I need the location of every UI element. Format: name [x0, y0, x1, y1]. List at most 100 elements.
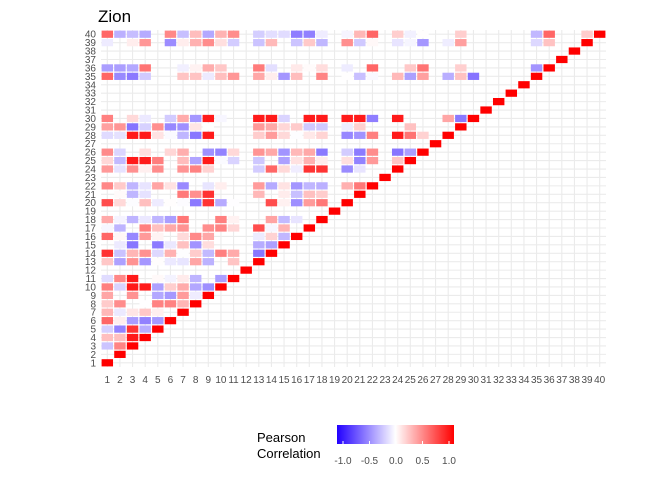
- heatmap-cell: [126, 39, 139, 47]
- heatmap-cell: [391, 39, 404, 47]
- heatmap-cell: [152, 224, 164, 232]
- y-tick-label: 29: [85, 122, 97, 133]
- heatmap-cell: [354, 39, 366, 47]
- heatmap-cell: [126, 317, 139, 325]
- heatmap-cell: [177, 39, 189, 47]
- x-tick-label: 32: [493, 375, 505, 386]
- heatmap-cell: [177, 258, 189, 266]
- y-tick-label: 23: [85, 173, 97, 184]
- heatmap-cell: [303, 190, 316, 198]
- heatmap-cell: [278, 199, 290, 207]
- x-tick-label: 37: [556, 375, 568, 386]
- heatmap-cell: [139, 258, 151, 266]
- heatmap-cell: [253, 39, 265, 47]
- heatmap-cell: [227, 258, 240, 266]
- heatmap-cell: [316, 39, 328, 47]
- heatmap-cell: [152, 165, 164, 173]
- heatmap-cell: [278, 30, 290, 38]
- y-tick-label: 31: [85, 106, 97, 117]
- heatmap-cell: [126, 342, 139, 350]
- heatmap-cell: [391, 30, 404, 38]
- heatmap-cell: [341, 123, 353, 131]
- heatmap-cell: [189, 300, 202, 308]
- heatmap-cell: [278, 182, 290, 190]
- heatmap-cell: [290, 39, 303, 47]
- heatmap-cell: [139, 325, 151, 333]
- heatmap-cell: [189, 156, 202, 165]
- heatmap-cell: [278, 165, 290, 173]
- x-tick-label: 14: [266, 375, 278, 386]
- heatmap-cell: [379, 173, 391, 182]
- heatmap-cell: [442, 39, 454, 47]
- heatmap-cell: [303, 148, 316, 156]
- heatmap-cell: [139, 165, 151, 173]
- y-tick-label: 37: [85, 55, 97, 66]
- heatmap-cell: [227, 39, 240, 47]
- legend-title-line1: Pearson: [257, 430, 305, 445]
- y-tick-label: 13: [85, 257, 97, 268]
- heatmap-cell: [139, 30, 151, 38]
- heatmap-cell: [278, 148, 290, 156]
- heatmap-cell: [278, 241, 290, 249]
- y-tick-label: 11: [86, 274, 97, 285]
- y-tick-label: 32: [85, 97, 97, 108]
- heatmap-cell: [303, 224, 316, 232]
- heatmap-cell: [391, 114, 404, 123]
- heatmap-cell: [341, 131, 353, 139]
- heatmap-cell: [152, 131, 164, 139]
- heatmap-cell: [114, 131, 126, 139]
- heatmap-cell: [354, 131, 366, 139]
- y-tick-label: 1: [90, 358, 96, 369]
- heatmap-cell: [177, 224, 189, 232]
- x-tick-label: 4: [142, 375, 148, 386]
- heatmap-cell: [139, 317, 151, 325]
- heatmap-cell: [177, 123, 189, 131]
- heatmap-cell: [139, 300, 151, 308]
- heatmap-cell: [316, 30, 328, 38]
- heatmap-cell: [139, 199, 151, 207]
- heatmap-cell: [530, 72, 543, 80]
- heatmap-cell: [278, 123, 290, 131]
- y-tick-label: 40: [85, 30, 97, 41]
- y-tick-label: 38: [85, 47, 97, 58]
- heatmap-cell: [114, 215, 126, 224]
- heatmap-cell: [152, 283, 164, 291]
- heatmap-cell: [177, 215, 189, 224]
- heatmap-cell: [114, 182, 126, 190]
- heatmap-cell: [202, 123, 215, 131]
- heatmap-cell: [455, 64, 467, 72]
- heatmap-cell: [215, 64, 227, 72]
- heatmap-cell: [139, 190, 151, 198]
- heatmap-cell: [189, 232, 202, 241]
- heatmap-cell: [189, 274, 202, 283]
- heatmap-cell: [341, 64, 353, 72]
- heatmap-cell: [316, 114, 328, 123]
- heatmap-cell: [101, 114, 114, 123]
- x-tick-label: 6: [168, 375, 174, 386]
- heatmap-cell: [114, 308, 126, 316]
- heatmap-cell: [101, 325, 114, 333]
- heatmap-cell: [126, 199, 139, 207]
- heatmap-cell: [227, 148, 240, 156]
- heatmap-cell: [177, 64, 189, 72]
- heatmap-cell: [366, 182, 379, 190]
- heatmap-cell: [139, 114, 151, 123]
- heatmap-cell: [202, 232, 215, 241]
- heatmap-cell: [126, 258, 139, 266]
- heatmap-cell: [316, 215, 328, 224]
- heatmap-cell: [290, 182, 303, 190]
- heatmap-cell: [189, 64, 202, 72]
- heatmap-cell: [177, 308, 189, 316]
- heatmap-cell: [177, 283, 189, 291]
- heatmap-cell: [177, 190, 189, 198]
- heatmap-cell: [101, 72, 114, 80]
- heatmap-cell: [189, 30, 202, 38]
- heatmap-cell: [354, 114, 366, 123]
- y-tick-label: 5: [90, 325, 96, 336]
- heatmap-cell: [202, 224, 215, 232]
- heatmap-cell: [202, 30, 215, 38]
- y-tick-label: 35: [85, 72, 97, 83]
- heatmap-cell: [164, 30, 177, 38]
- heatmap-cell: [139, 283, 151, 291]
- heatmap-cell: [316, 148, 328, 156]
